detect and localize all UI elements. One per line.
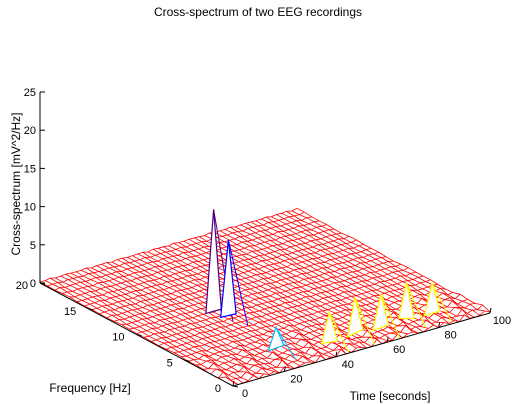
mesh-line-time <box>142 251 337 358</box>
x-axis-label: Time [seconds] <box>350 389 431 403</box>
chart-title: Cross-spectrum of two EEG recordings <box>154 5 362 19</box>
surface-peak-edge <box>354 297 375 345</box>
mesh-line-time <box>106 262 300 367</box>
mesh-line-time <box>80 270 275 372</box>
mesh-line-time <box>39 281 234 383</box>
surface-peak-edge <box>328 312 350 353</box>
x-tick-label: 80 <box>444 330 456 342</box>
mesh-line-time <box>173 242 367 349</box>
z-tick-label: 20 <box>24 125 36 137</box>
surface-peak-edge <box>431 282 452 322</box>
y-tick-label: 20 <box>16 280 28 292</box>
x-tick <box>335 351 338 357</box>
surface-peak-edge <box>405 282 427 328</box>
y-tick-label: 10 <box>112 332 124 344</box>
x-tick-label: 100 <box>493 315 511 327</box>
mesh-line-time <box>296 208 491 313</box>
mesh-line-time <box>260 218 455 321</box>
mesh-line-time <box>55 277 249 381</box>
surface-peaks <box>205 209 452 360</box>
x-tick <box>489 307 492 314</box>
surface-peak <box>372 293 390 332</box>
mesh-line-time <box>281 212 475 318</box>
z-tick-label: 5 <box>30 240 36 252</box>
x-axis-line <box>232 312 491 387</box>
mesh-line-time <box>265 216 460 323</box>
mesh-line-time <box>209 232 403 339</box>
x-tick <box>232 380 235 387</box>
x-tick <box>438 322 441 328</box>
mesh-line-time <box>50 277 244 384</box>
mesh-line-time <box>65 273 259 380</box>
surface-peak <box>219 239 237 319</box>
z-axis-label: Cross-spectrum [mV^2/Hz] <box>9 113 23 256</box>
mesh-line-frequency <box>54 216 312 291</box>
mesh-line-time <box>286 211 480 316</box>
z-tick-label: 0 <box>30 278 36 290</box>
mesh-line-time <box>70 272 264 375</box>
y-tick <box>232 385 239 388</box>
mesh-line-time <box>101 263 295 369</box>
surface-peak <box>423 282 441 317</box>
mesh-line-time <box>152 248 347 355</box>
mesh-line-time <box>44 280 239 385</box>
y-tick-label: 5 <box>167 357 173 369</box>
mesh-line-time <box>229 226 424 333</box>
mesh-line-time <box>91 267 285 368</box>
x-tick-label: 60 <box>393 344 405 356</box>
surface-peak-edge <box>275 326 296 360</box>
surface-mesh <box>39 208 491 385</box>
z-tick-label: 10 <box>24 202 36 214</box>
mesh-line-time <box>86 267 280 374</box>
z-tick-label: 15 <box>24 163 36 175</box>
y-axis-label: Frequency [Hz] <box>49 381 130 395</box>
mesh-line-time <box>147 251 341 351</box>
y-tick-label: 0 <box>215 383 221 395</box>
x-tick-label: 40 <box>342 359 354 371</box>
mesh-line-time <box>60 275 254 376</box>
x-tick-label: 20 <box>290 373 302 385</box>
x-tick <box>283 366 286 372</box>
mesh-line-time <box>75 271 270 375</box>
surface-peak <box>397 282 415 320</box>
y-tick <box>136 334 142 336</box>
y-tick <box>88 308 94 311</box>
surface-peak <box>346 297 364 338</box>
x-tick-label: 0 <box>242 388 248 400</box>
x-tick <box>386 337 389 343</box>
y-tick-label: 15 <box>64 306 76 318</box>
z-tick-label: 25 <box>24 87 36 99</box>
surface-peak <box>320 309 338 345</box>
mesh-line-time <box>291 210 485 312</box>
mesh-line-time <box>96 265 290 369</box>
surface-peak <box>205 209 222 315</box>
y-tick <box>184 359 190 362</box>
surface-peak-edge <box>227 239 249 326</box>
surface-peak <box>267 325 285 352</box>
mesh-line-time <box>158 247 352 353</box>
surface-peak-edge <box>380 293 401 339</box>
mesh-line-time <box>235 226 429 329</box>
